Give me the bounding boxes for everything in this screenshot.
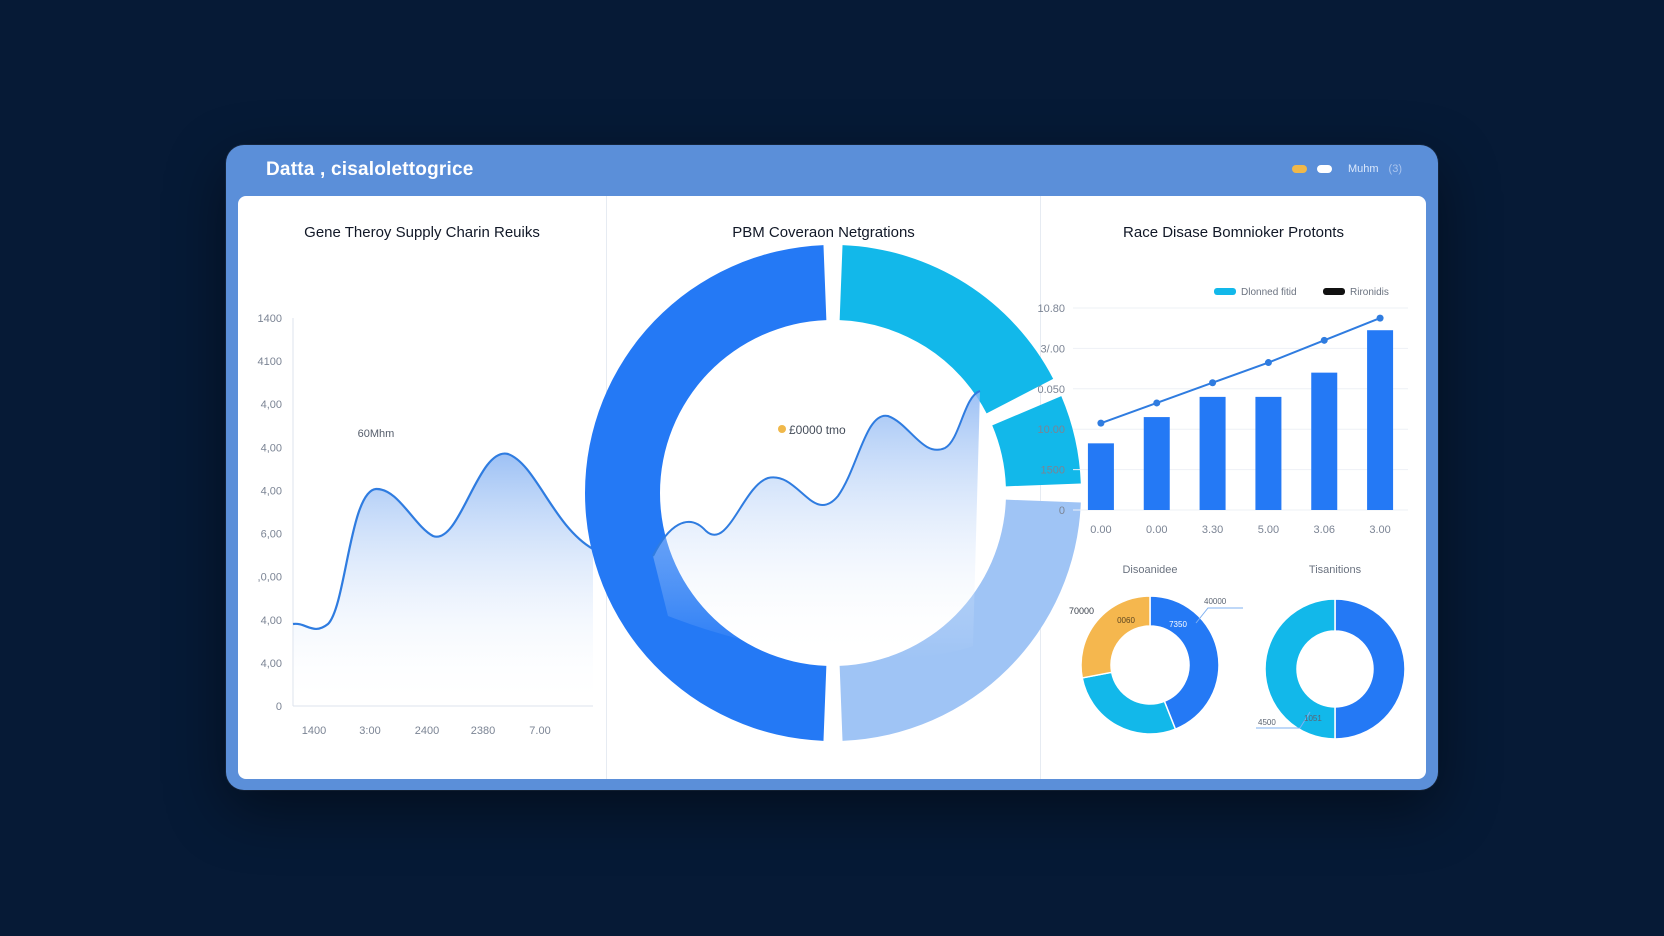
left-y-tick-label: ,0,00 [258, 572, 282, 584]
trend-line-point [1320, 336, 1328, 344]
bar [1311, 372, 1338, 510]
bar-legend-swatch [1214, 288, 1236, 295]
left-x-tick-label: 2380 [471, 725, 495, 737]
center-donut-label: £0000 tmo [789, 423, 846, 437]
left-x-tick-label: 7.00 [529, 725, 550, 737]
title-bar: Datta , cisalolettogrice Muhm (3) [226, 145, 1438, 195]
left-area-fill [293, 453, 593, 706]
donut1-label: 7350 [1169, 620, 1187, 629]
trend-line-point [1097, 419, 1105, 427]
line-legend-label: Rironidis [1350, 287, 1389, 298]
dashboard-window: Datta , cisalolettogrice Muhm (3) Gene T… [226, 145, 1438, 790]
center-donut-slice [839, 245, 1054, 414]
bar [1087, 443, 1114, 510]
donut2-leader-line [1256, 711, 1311, 729]
bar [1255, 396, 1282, 510]
donut2-title: Tisanitions [1309, 564, 1362, 576]
donut1-slice [1149, 595, 1220, 731]
panel-area: Gene Theroy Supply Charin Reuiks PBM Cov… [238, 196, 1426, 779]
center-donut-slice [585, 245, 827, 741]
status-label[interactable]: Muhm [1347, 163, 1379, 175]
dashboard-charts: 1400 4100 4,00 4,00 4,00 6,00 ,0,00 4,00 4,00 0 14… [258, 245, 1408, 741]
center-wave-line [652, 390, 981, 557]
window-controls: Muhm (3) [1291, 163, 1402, 175]
left-area-line [292, 452, 594, 630]
bar-x-tick-label: 3.06 [1314, 524, 1335, 536]
bar-x-tick-label: 3.30 [1202, 524, 1223, 536]
bar [1367, 330, 1394, 510]
left-y-tick-label: 4,00 [261, 442, 282, 454]
trend-line-point [1153, 399, 1161, 407]
donut2-slice [1334, 598, 1406, 740]
donut1-slice [1080, 595, 1151, 679]
status-count: (3) [1388, 163, 1402, 175]
trend-line-point [1376, 314, 1384, 322]
center-panel-title: PBM Coveraon Netgrations [732, 224, 915, 241]
donut2-label: 1051 [1304, 714, 1322, 723]
left-y-tick-label: 1400 [258, 313, 282, 325]
donut1-leader-line [1195, 607, 1243, 624]
center-donut-slice [992, 396, 1081, 487]
left-y-tick-label: 4100 [258, 356, 282, 368]
line-legend-swatch [1323, 288, 1345, 295]
bar-legend-label: Dlonned fitid [1241, 287, 1297, 298]
trend-line-point [1209, 379, 1217, 387]
donut1-title: Disoanidee [1122, 564, 1177, 576]
right-panel-title: Race Disase Bomnioker Protonts [1123, 224, 1344, 241]
bar-x-tick-label: 0.00 [1146, 524, 1167, 536]
app-title: Datta , cisalolettogrice [266, 159, 474, 180]
bar-y-tick-label: 10.80 [1037, 303, 1065, 315]
center-wave-fill [653, 391, 980, 659]
bar-y-tick-label: 0.050 [1037, 384, 1065, 396]
donut2-label: 4500 [1258, 718, 1276, 727]
left-y-tick-label: 6,00 [261, 529, 282, 541]
left-annotation-label: 60Mhm [358, 428, 395, 440]
trend-line [1100, 317, 1381, 425]
left-panel-title: Gene Theroy Supply Charin Reuiks [304, 224, 540, 241]
bar-x-tick-label: 3.00 [1369, 524, 1390, 536]
bar-x-tick-label: 5.00 [1258, 524, 1279, 536]
donut1-label: 70000 [1069, 606, 1094, 616]
trend-line-point [1264, 359, 1272, 367]
panel-divider [1040, 196, 1041, 779]
left-y-tick-label: 0 [276, 701, 282, 713]
status-dot-white[interactable] [1316, 165, 1332, 173]
donut1-slice [1081, 671, 1177, 735]
center-label-dot [778, 425, 786, 433]
bar-y-tick-label: 10.00 [1037, 424, 1065, 436]
donut1-label: 0060 [1117, 616, 1135, 625]
bar-y-tick-label: 0 [1059, 505, 1065, 517]
left-y-tick-label: 4,00 [261, 615, 282, 627]
bar-y-tick-label: 1500 [1041, 465, 1065, 477]
bar-x-tick-label: 0.00 [1090, 524, 1111, 536]
left-y-tick-label: 4,00 [261, 399, 282, 411]
donut2-slice [1264, 598, 1336, 740]
donut1-label: 40000 [1204, 597, 1227, 606]
left-y-tick-label: 4,00 [261, 658, 282, 670]
left-x-tick-label: 2400 [415, 725, 439, 737]
left-x-tick-label: 1400 [302, 725, 326, 737]
left-x-tick-label: 3:00 [359, 725, 380, 737]
bar [1143, 417, 1170, 510]
bar [1199, 396, 1226, 510]
bar-y-tick-label: 3/.00 [1041, 343, 1065, 355]
left-y-tick-label: 4,00 [261, 485, 282, 497]
status-dot-amber[interactable] [1291, 165, 1307, 173]
